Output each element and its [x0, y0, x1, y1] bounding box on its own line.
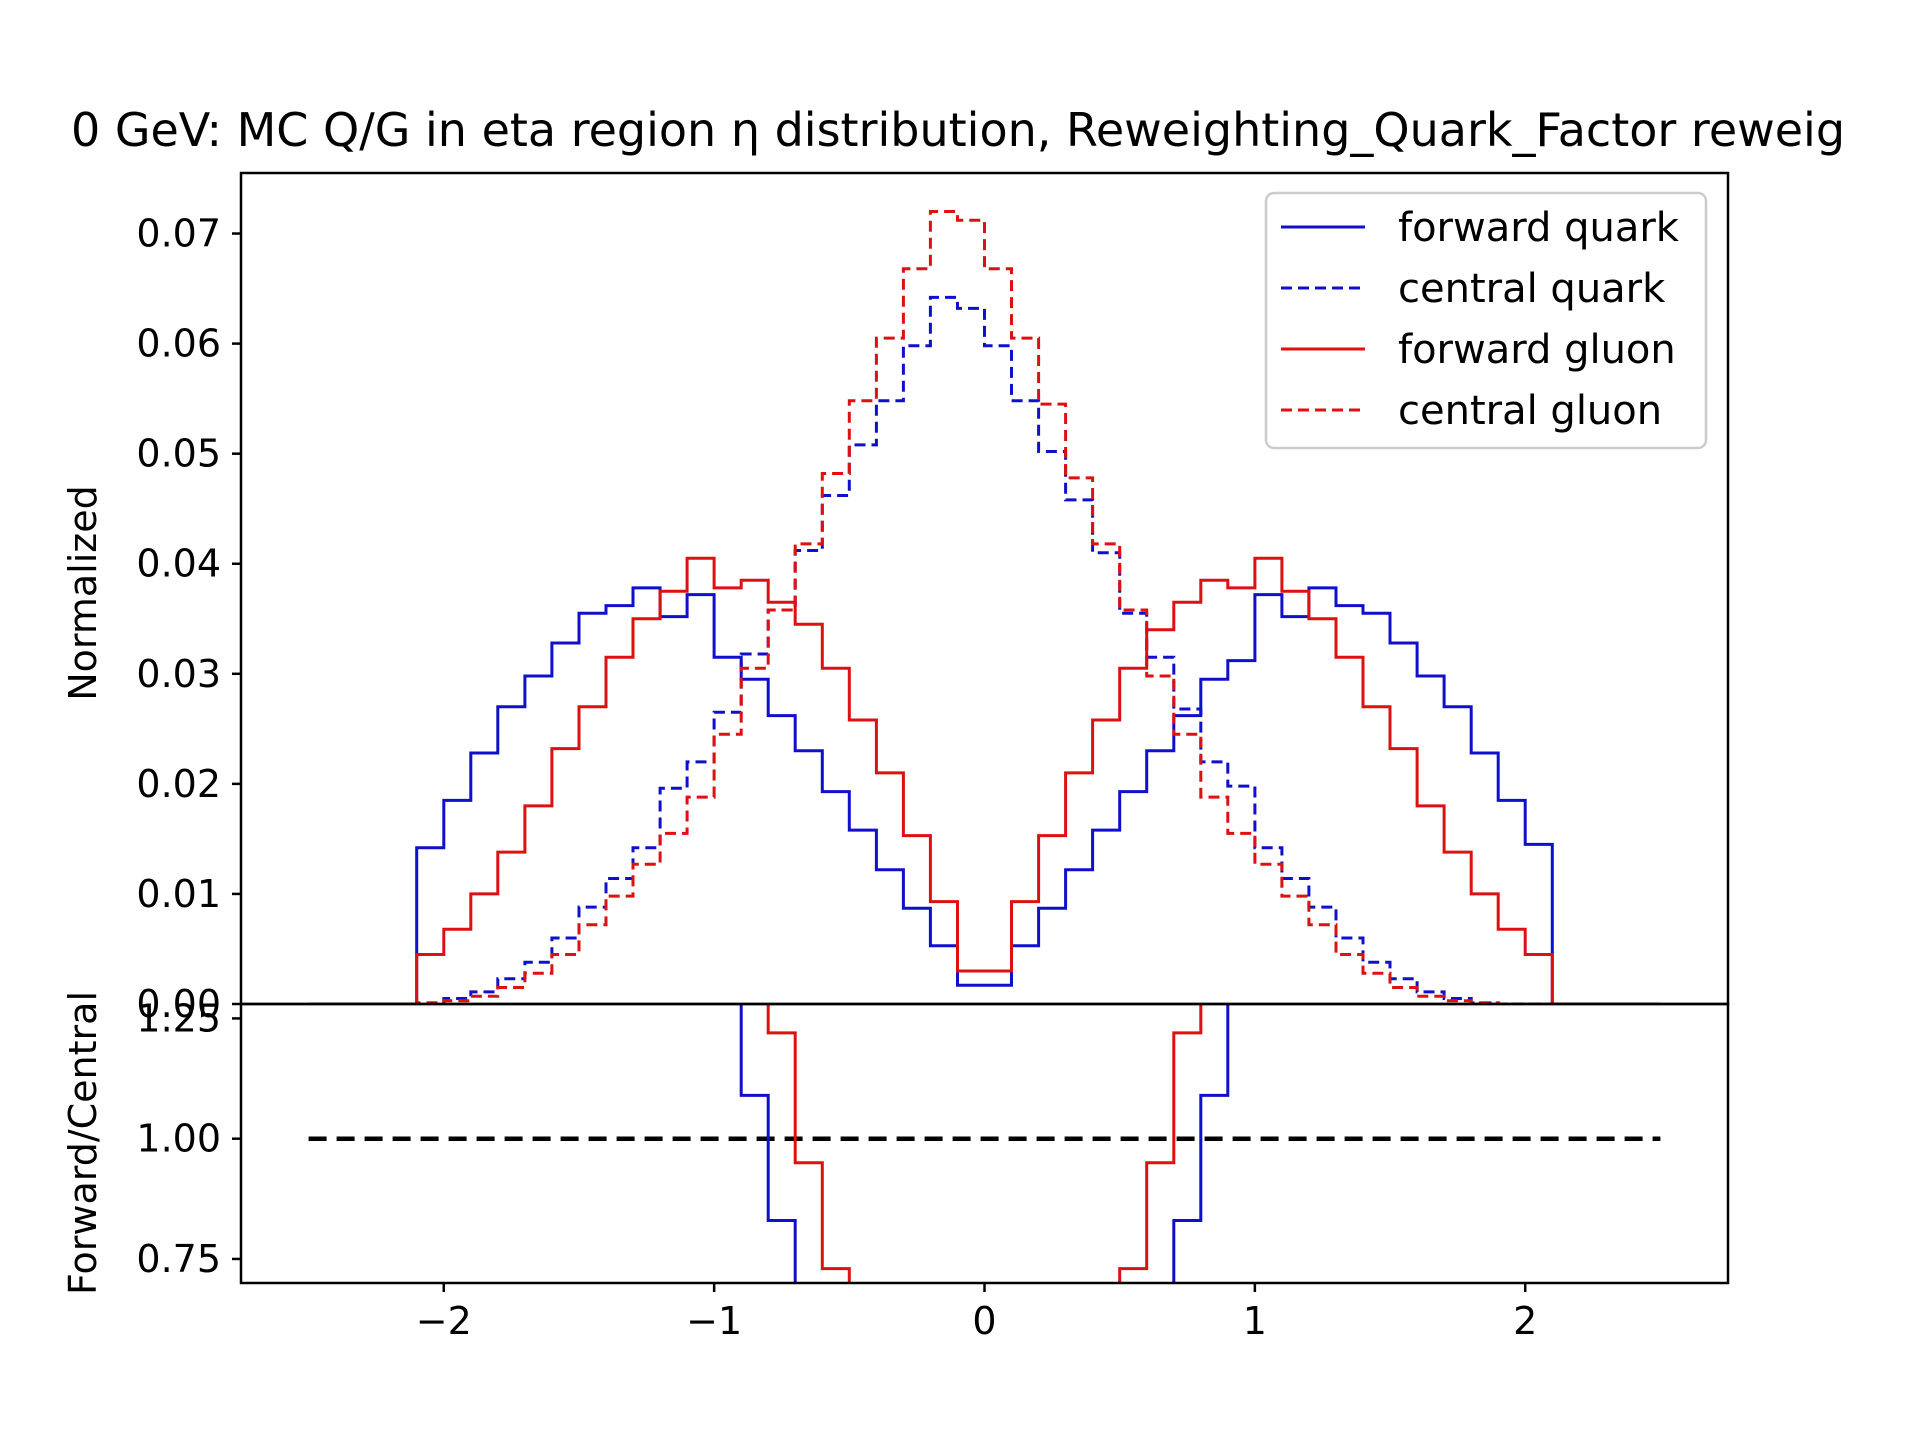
- ratio-plot-series: [308, 1004, 1661, 1283]
- bottom-y-ticks: 0.75 1.00 1.25: [136, 996, 241, 1281]
- top-y-tick-label: 0.03: [136, 652, 221, 696]
- x-tick-label: −2: [416, 1299, 472, 1343]
- bottom-y-tick-label: 1.00: [136, 1117, 221, 1161]
- top-y-ticks: 0.00 0.01 0.02 0.03 0.04 0.05 0.06 0.07: [136, 212, 241, 1026]
- top-y-tick-label: 0.01: [136, 872, 221, 916]
- legend-box: [1264, 191, 1708, 450]
- ratio-plot-frame: [239, 1002, 1730, 1285]
- bottom-y-axis-label: Forward/Central: [61, 991, 105, 1295]
- x-tick-label: 0: [972, 1299, 996, 1343]
- legend: forward quark central quark forward gluon c…: [1264, 191, 1708, 450]
- legend-label: central gluon: [1398, 388, 1662, 434]
- legend-label: forward gluon: [1398, 327, 1676, 373]
- bottom-y-tick-label: 0.75: [136, 1237, 221, 1281]
- series-forward-quark: [308, 586, 1661, 1004]
- top-y-tick-label: 0.02: [136, 762, 221, 806]
- top-y-tick-label: 0.06: [136, 322, 221, 366]
- legend-label: central quark: [1398, 266, 1666, 312]
- series-forward-gluon: [308, 556, 1661, 1004]
- top-y-tick-label: 0.07: [136, 212, 221, 256]
- top-y-axis-label: Normalized: [61, 485, 105, 701]
- series-central-quark: [308, 295, 1661, 1004]
- chart-title: 0 GeV: MC Q/G in eta region η distributi…: [71, 103, 1845, 157]
- x-tick-label: 1: [1243, 1299, 1267, 1343]
- top-y-tick-label: 0.05: [136, 432, 221, 476]
- ratio-series-0: [739, 1004, 1230, 1283]
- top-y-tick-label: 0.04: [136, 542, 221, 586]
- top-plot-series: [308, 210, 1661, 1004]
- series-central-gluon: [308, 210, 1661, 1004]
- bottom-y-tick-label: 1.25: [136, 996, 221, 1040]
- x-tick-label: −1: [686, 1299, 742, 1343]
- x-ticks: −2 −1 0 1 2: [416, 1283, 1537, 1343]
- top-y-tick-label: 0.00: [136, 982, 221, 1026]
- x-tick-label: 2: [1513, 1299, 1537, 1343]
- legend-items: forward quark central quark forward gluon c…: [1281, 205, 1680, 434]
- legend-label: forward quark: [1398, 205, 1680, 251]
